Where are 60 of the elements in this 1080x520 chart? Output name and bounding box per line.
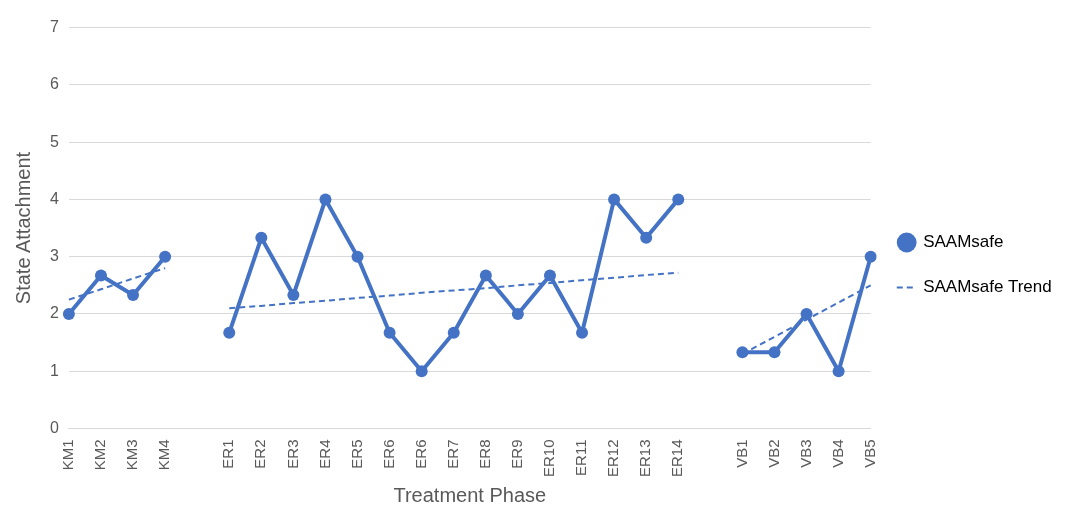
- x-tick-label: ER14: [668, 439, 686, 478]
- x-tick-label: ER8: [475, 439, 493, 469]
- y-tick-label: 4: [49, 189, 59, 207]
- x-tick-label: VB5: [860, 439, 878, 468]
- legend-label: SAAMsafe Trend: [923, 277, 1052, 297]
- y-tick-label: 6: [49, 75, 59, 93]
- y-tick-label: 7: [49, 18, 59, 36]
- x-tick-label: ER11: [572, 439, 590, 476]
- point: [255, 231, 268, 244]
- point: [447, 326, 460, 339]
- legend-label: SAAMsafe: [923, 232, 1004, 252]
- point: [768, 346, 781, 359]
- x-tick-label: VB1: [732, 439, 750, 468]
- point: [159, 250, 172, 263]
- x-tick-label: ER9: [508, 439, 526, 469]
- y-axis-title: State Attachment: [11, 151, 34, 305]
- point: [287, 289, 300, 302]
- x-tick-label: KM3: [123, 439, 141, 471]
- x-tick-label: ER13: [636, 439, 654, 478]
- point: [511, 307, 524, 320]
- x-tick-label: ER1: [219, 439, 237, 469]
- point: [543, 269, 556, 282]
- point: [351, 250, 364, 263]
- y-tick-label: 2: [49, 304, 59, 322]
- point: [94, 269, 107, 282]
- y-tick-label: 5: [49, 132, 59, 150]
- x-tick-label: KM2: [91, 439, 109, 471]
- x-tick-label: ER2: [251, 439, 269, 469]
- point: [383, 326, 396, 339]
- y-tick-label: 3: [49, 247, 59, 265]
- x-tick-label: KM1: [59, 439, 77, 471]
- point: [576, 326, 589, 339]
- x-tick-label: ER10: [540, 439, 558, 478]
- point: [62, 307, 75, 320]
- point: [800, 307, 813, 320]
- point: [127, 289, 140, 302]
- point: [608, 193, 621, 206]
- y-tick-label: 0: [49, 418, 59, 436]
- x-tick-label: ER6: [411, 439, 429, 469]
- x-tick-label: VB3: [796, 439, 814, 468]
- x-tick-label: VB2: [764, 439, 782, 468]
- x-tick-label: ER7: [443, 439, 461, 469]
- point: [319, 193, 332, 206]
- point: [832, 365, 845, 378]
- point: [223, 326, 236, 339]
- x-tick-label: VB4: [828, 439, 846, 468]
- x-tick-label: ER12: [604, 439, 622, 478]
- point: [672, 193, 685, 206]
- point: [640, 231, 653, 244]
- point: [736, 346, 749, 359]
- point: [479, 269, 492, 282]
- x-tick-label: KM4: [155, 439, 173, 471]
- point: [864, 250, 877, 263]
- x-axis-title: Treatment Phase: [393, 483, 547, 506]
- point: [415, 365, 428, 378]
- x-tick-label: ER5: [347, 439, 365, 469]
- y-tick-label: 1: [49, 361, 59, 379]
- x-tick-label: ER4: [315, 439, 333, 469]
- x-tick-label: ER6: [379, 439, 397, 469]
- x-tick-label: ER3: [283, 439, 301, 469]
